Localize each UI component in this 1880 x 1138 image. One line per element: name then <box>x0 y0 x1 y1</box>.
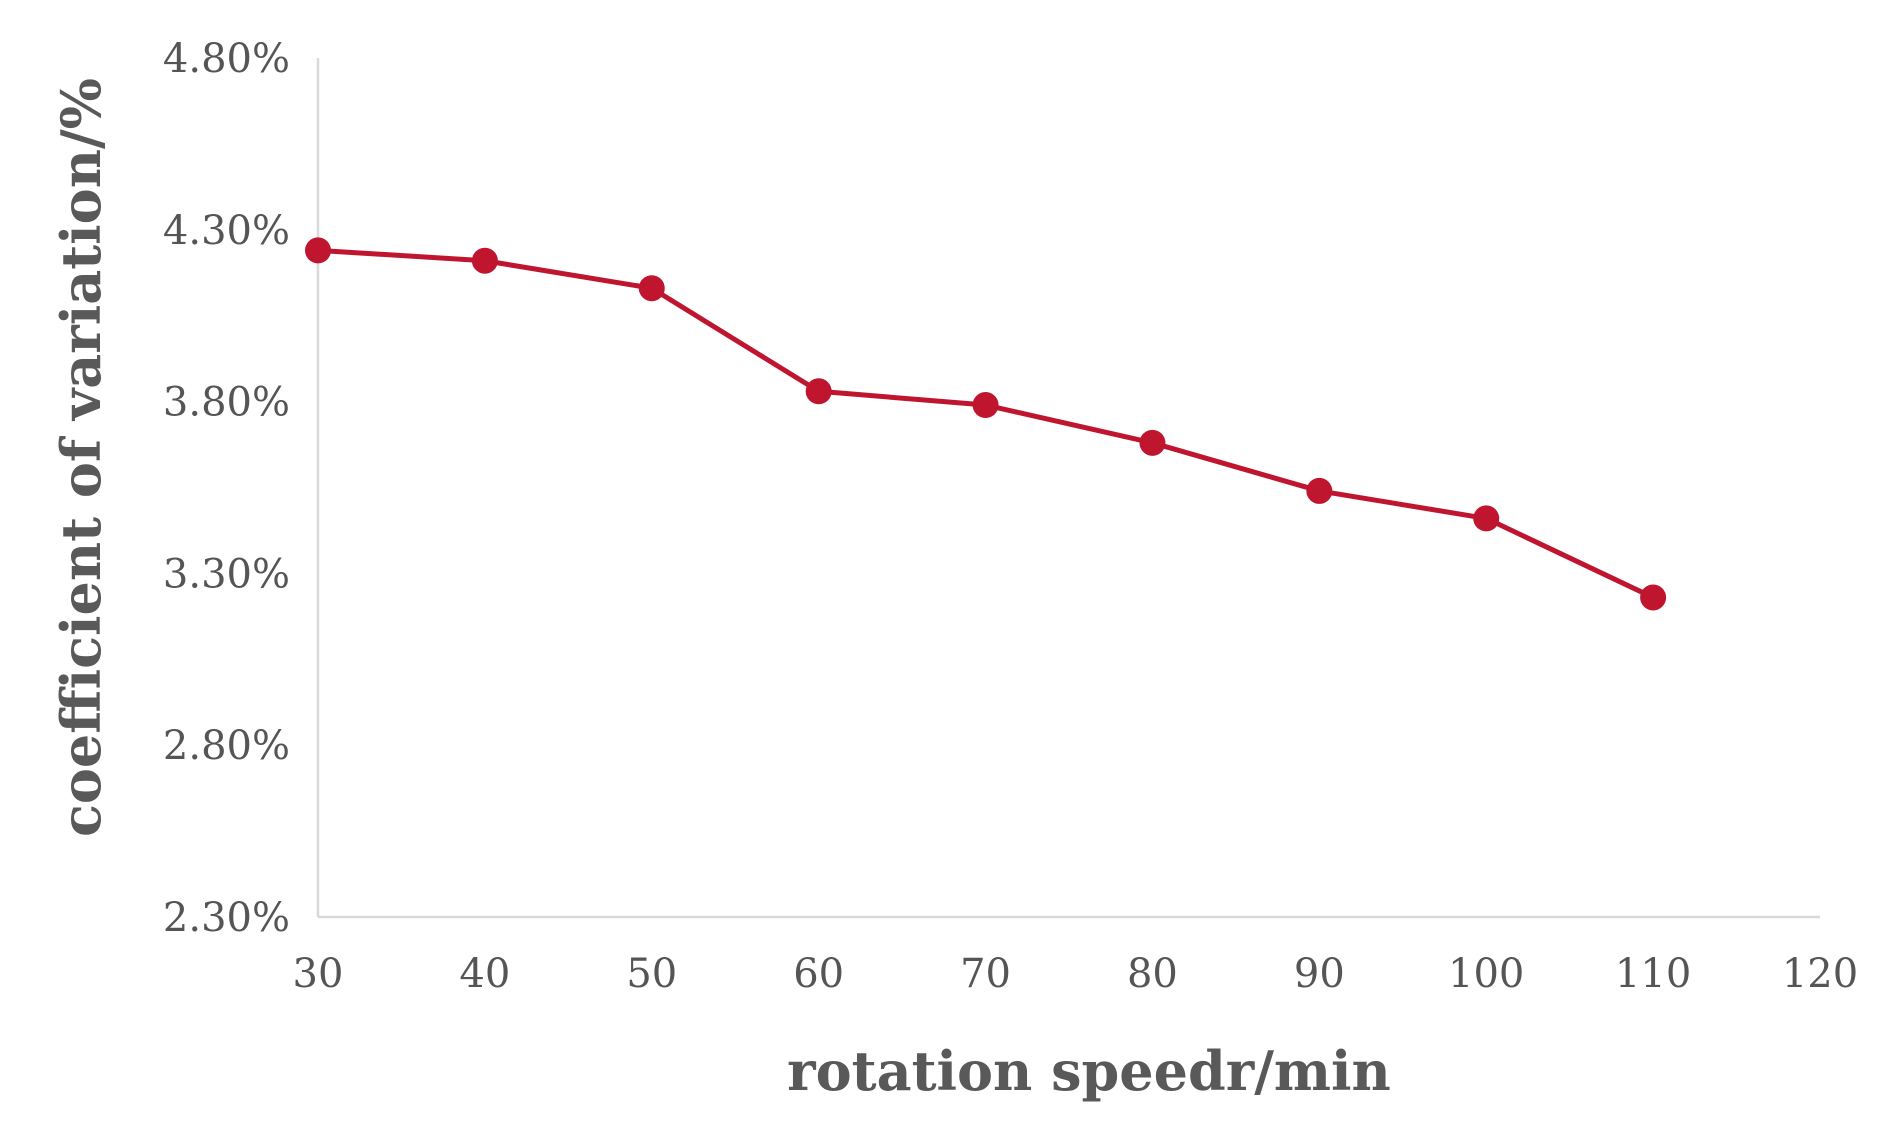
x-axis-ticks: 30 40 50 60 70 80 90 100 110 120 <box>293 951 1859 997</box>
x-tick-label: 50 <box>626 951 677 997</box>
data-point <box>471 247 498 274</box>
data-point <box>1473 505 1500 532</box>
data-point <box>972 392 999 419</box>
data-point <box>305 237 331 264</box>
y-tick-label: 3.80% <box>163 380 290 426</box>
series-layer <box>305 237 1667 611</box>
x-tick-label: 80 <box>1127 951 1178 997</box>
y-tick-label: 2.30% <box>163 895 290 941</box>
x-tick-label: 100 <box>1448 951 1524 997</box>
data-point <box>1640 584 1667 611</box>
x-axis-title: rotation speedr/min <box>787 1039 1391 1103</box>
y-tick-label: 3.30% <box>163 551 290 597</box>
y-tick-label: 4.80% <box>163 36 290 82</box>
data-point <box>1306 477 1333 504</box>
y-tick-label: 4.30% <box>163 208 290 254</box>
x-tick-label: 90 <box>1294 951 1345 997</box>
y-axis-ticks: 2.30% 2.80% 3.30% 3.80% 4.30% 4.80% <box>163 36 290 941</box>
x-tick-label: 120 <box>1782 951 1858 997</box>
x-tick-label: 30 <box>293 951 344 997</box>
x-tick-label: 70 <box>960 951 1011 997</box>
data-point <box>805 378 832 405</box>
y-axis-title: coefficient of variation/% <box>49 78 113 837</box>
series-line <box>315 247 1656 600</box>
x-tick-label: 40 <box>459 951 510 997</box>
x-tick-label: 60 <box>793 951 844 997</box>
x-tick-label: 110 <box>1615 951 1691 997</box>
data-point <box>1139 429 1166 456</box>
y-tick-label: 2.80% <box>163 723 290 769</box>
data-point <box>638 275 665 302</box>
